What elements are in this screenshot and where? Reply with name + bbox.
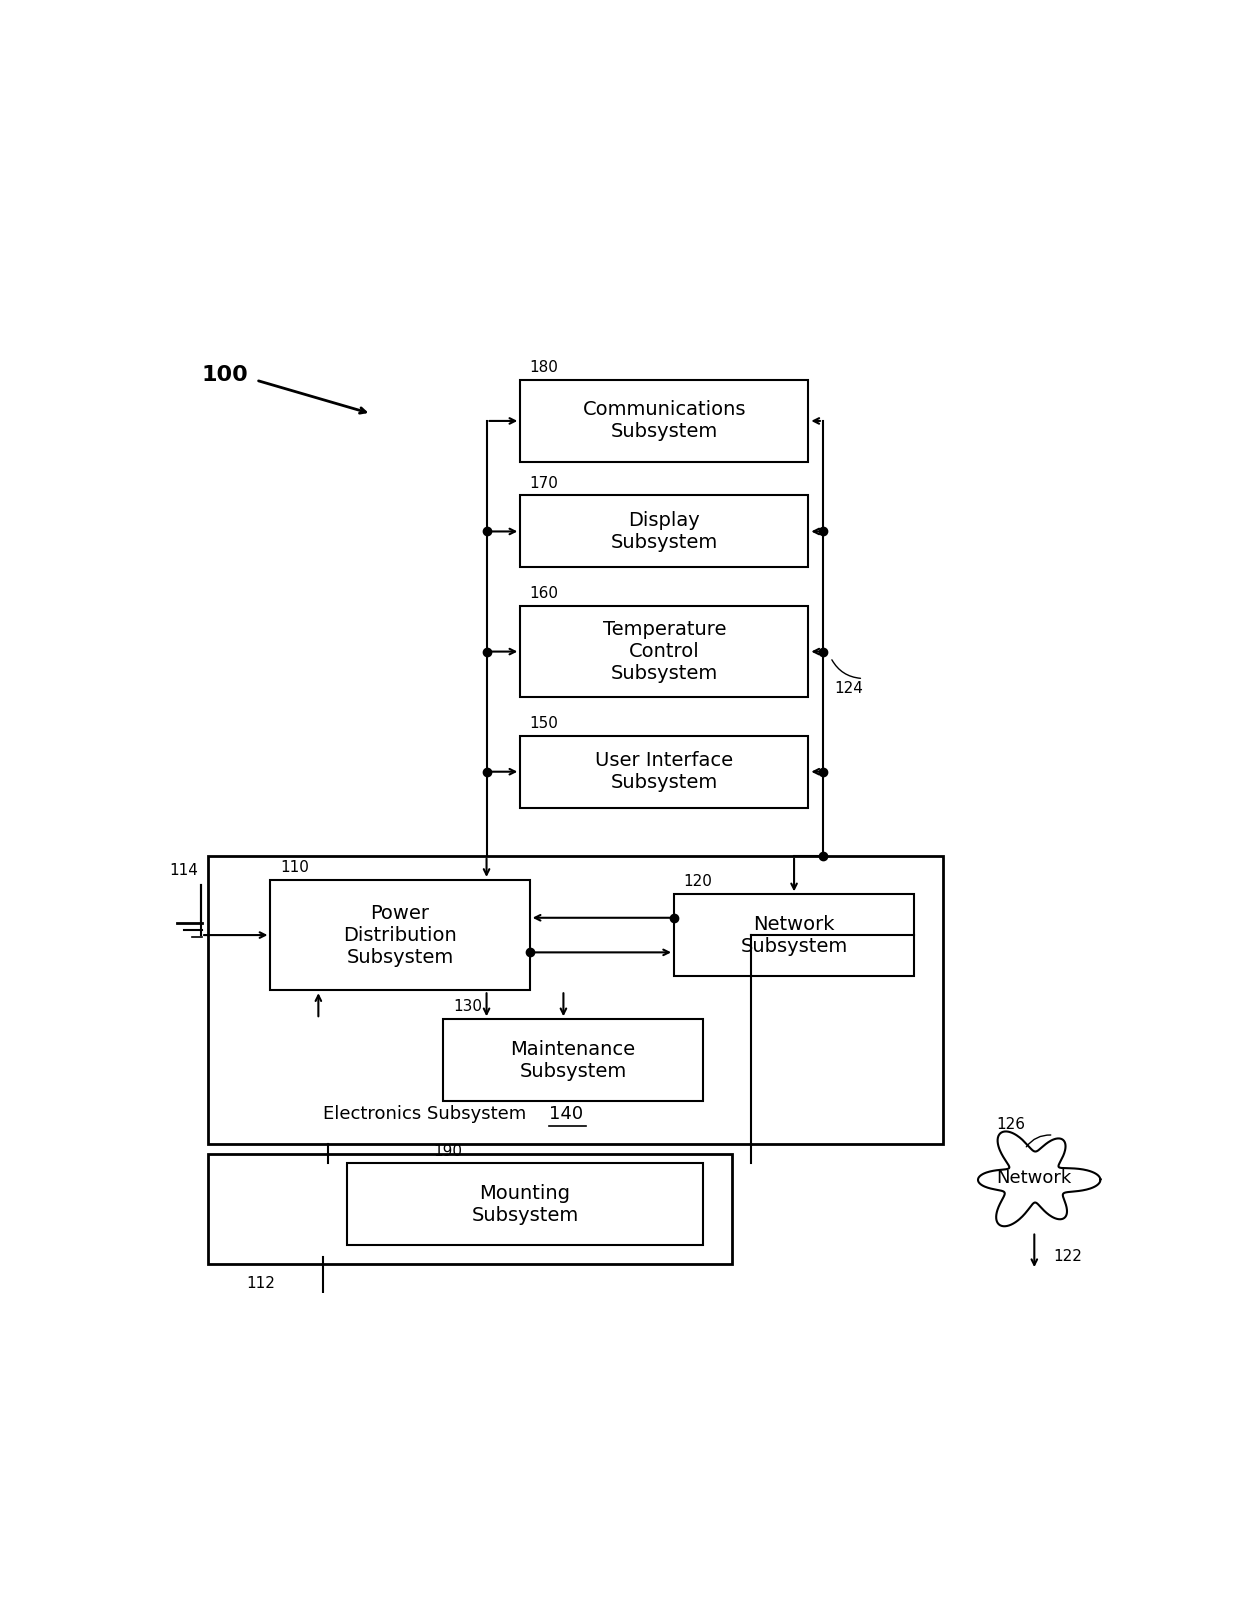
- Text: Communications
Subsystem: Communications Subsystem: [583, 401, 746, 441]
- Text: Temperature
Control
Subsystem: Temperature Control Subsystem: [603, 619, 727, 684]
- FancyBboxPatch shape: [521, 380, 808, 462]
- FancyBboxPatch shape: [208, 856, 944, 1144]
- Text: 190: 190: [434, 1144, 463, 1158]
- FancyBboxPatch shape: [270, 880, 529, 990]
- Text: 170: 170: [529, 476, 559, 491]
- Text: 130: 130: [453, 999, 482, 1014]
- Text: Display
Subsystem: Display Subsystem: [611, 512, 718, 552]
- FancyBboxPatch shape: [521, 607, 808, 697]
- Polygon shape: [978, 1131, 1100, 1226]
- Text: 112: 112: [247, 1276, 275, 1290]
- Text: 100: 100: [201, 365, 248, 385]
- FancyBboxPatch shape: [521, 735, 808, 808]
- Text: Electronics Subsystem: Electronics Subsystem: [324, 1105, 527, 1123]
- Text: 126: 126: [996, 1117, 1025, 1133]
- Text: Network
Subsystem: Network Subsystem: [740, 914, 848, 956]
- FancyBboxPatch shape: [208, 1154, 732, 1265]
- Text: User Interface
Subsystem: User Interface Subsystem: [595, 751, 733, 792]
- Text: 110: 110: [280, 859, 309, 875]
- Text: Power
Distribution
Subsystem: Power Distribution Subsystem: [343, 904, 456, 967]
- Text: 124: 124: [835, 681, 863, 695]
- FancyBboxPatch shape: [347, 1163, 703, 1245]
- FancyBboxPatch shape: [444, 1018, 703, 1101]
- Text: 160: 160: [529, 586, 559, 602]
- Text: 120: 120: [683, 874, 713, 890]
- Text: Network: Network: [997, 1168, 1071, 1187]
- Text: Mounting
Subsystem: Mounting Subsystem: [471, 1184, 579, 1224]
- Text: 180: 180: [529, 360, 559, 375]
- Text: 140: 140: [549, 1105, 583, 1123]
- FancyBboxPatch shape: [675, 895, 914, 977]
- Text: 114: 114: [170, 862, 198, 877]
- FancyBboxPatch shape: [521, 496, 808, 568]
- Text: 122: 122: [1054, 1249, 1083, 1263]
- Text: 150: 150: [529, 716, 559, 730]
- Text: Maintenance
Subsystem: Maintenance Subsystem: [511, 1039, 636, 1081]
